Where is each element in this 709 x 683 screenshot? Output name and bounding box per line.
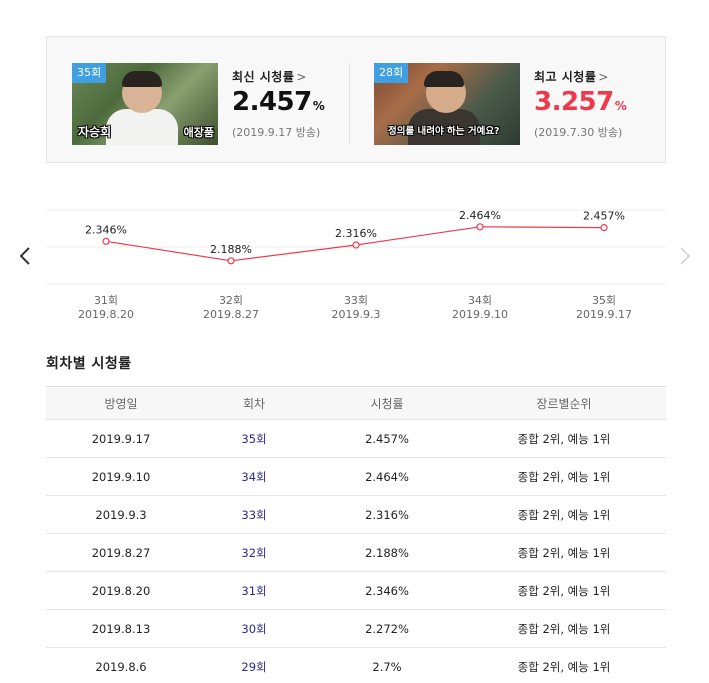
air-date-cell: 2019.9.17: [46, 419, 196, 458]
thumbnail-figure: [122, 71, 162, 87]
highest-rating-value: 3.257%: [534, 88, 664, 120]
percent-unit: %: [614, 99, 627, 113]
thumbnail-caption: 애장품: [183, 126, 214, 139]
table-row: 2019.9.17 35회 2.457% 종합 2위, 예능 1위: [46, 419, 666, 458]
rank-cell: 종합 2위, 예능 1위: [462, 457, 666, 496]
episode-badge: 35회: [72, 63, 107, 83]
rating-cell: 2.7%: [312, 647, 462, 683]
thumbnail-caption: 정의를 내려야 하는 거예요?: [388, 126, 500, 137]
latest-rating-label[interactable]: 최신 시청률 >: [232, 68, 362, 85]
highest-rating-label[interactable]: 최고 시청률 >: [534, 68, 664, 85]
latest-rating-number: 2.457: [232, 87, 312, 117]
chevron-right-icon: >: [296, 70, 307, 84]
ratings-line-chart: 2.346%2.188%2.316%2.464% 2.457%31회2019.8.…: [46, 209, 666, 321]
data-point: [352, 241, 360, 249]
table-row: 2019.9.10 34회 2.464% 종합 2위, 예능 1위: [46, 457, 666, 496]
x-tick-date: 2019.9.17: [576, 308, 632, 321]
data-point: [600, 223, 608, 232]
x-tick-label: 33회: [344, 294, 368, 307]
episode-link[interactable]: 30회: [196, 609, 312, 648]
section-title: 회차별 시청률: [46, 356, 132, 372]
air-date-cell: 2019.9.3: [46, 495, 196, 534]
thumbnail-figure: [408, 109, 480, 145]
table-header-row: 방영일 회차 시청률 장르별순위: [46, 386, 666, 420]
data-label: 2.464%: [459, 209, 501, 222]
episode-link[interactable]: 32회: [196, 533, 312, 572]
table-row: 2019.8.20 31회 2.346% 종합 2위, 예능 1위: [46, 571, 666, 610]
header-air-date: 방영일: [46, 386, 196, 420]
rating-cell: 2.188%: [312, 533, 462, 572]
card-divider: [349, 63, 350, 143]
rating-cell: 2.464%: [312, 457, 462, 496]
data-point: [227, 257, 235, 265]
episode-link[interactable]: 34회: [196, 457, 312, 496]
x-tick-date: 2019.9.3: [332, 308, 381, 321]
table-row: 2019.9.3 33회 2.316% 종합 2위, 예능 1위: [46, 495, 666, 534]
x-tick-label: 31회: [94, 294, 118, 307]
episode-badge: 28회: [374, 63, 409, 83]
header-episode: 회차: [196, 386, 312, 420]
table-row: 2019.8.6 29회 2.7% 종합 2위, 예능 1위: [46, 647, 666, 683]
header-rating: 시청률: [312, 386, 462, 420]
x-tick-date: 2019.8.20: [78, 308, 134, 321]
latest-rating-card[interactable]: 35회 자승회 애장품 최신 시청률 > 2.457% (2019.9.17 방송…: [72, 63, 362, 145]
data-label: 2.188%: [210, 243, 252, 256]
x-tick-date: 2019.8.27: [203, 308, 259, 321]
air-date-cell: 2019.8.20: [46, 571, 196, 610]
x-tick-label: 35회: [592, 294, 616, 307]
rank-cell: 종합 2위, 예능 1위: [462, 647, 666, 683]
rank-cell: 종합 2위, 예능 1위: [462, 609, 666, 648]
chevron-right-icon: >: [598, 70, 609, 84]
air-date-cell: 2019.8.13: [46, 609, 196, 648]
highest-rating-number: 3.257: [534, 87, 614, 117]
table-row: 2019.8.27 32회 2.188% 종합 2위, 예능 1위: [46, 533, 666, 572]
ratings-summary: 35회 자승회 애장품 최신 시청률 > 2.457% (2019.9.17 방송…: [46, 36, 666, 163]
x-tick-label: 32회: [219, 294, 243, 307]
highest-rating-info: 최고 시청률 > 3.257% (2019.7.30 방송): [534, 68, 664, 140]
rank-cell: 종합 2위, 예능 1위: [462, 533, 666, 572]
thumbnail-figure: [424, 71, 464, 87]
ratings-table: 방영일 회차 시청률 장르별순위 2019.9.17 35회 2.457% 종합…: [46, 386, 666, 683]
rating-cell: 2.346%: [312, 571, 462, 610]
data-label: 2.457%: [583, 210, 625, 223]
latest-rating-info: 최신 시청률 > 2.457% (2019.9.17 방송): [232, 68, 362, 140]
highest-episode-thumbnail[interactable]: 28회 정의를 내려야 하는 거예요?: [374, 63, 520, 145]
latest-rating-label-text: 최신 시청률: [232, 70, 295, 84]
rank-cell: 종합 2위, 예능 1위: [462, 419, 666, 458]
data-point: [476, 223, 484, 231]
header-genre-rank: 장르별순위: [462, 386, 666, 420]
percent-unit: %: [312, 99, 325, 113]
air-date-cell: 2019.8.27: [46, 533, 196, 572]
thumbnail-figure: [106, 109, 178, 145]
episode-link[interactable]: 31회: [196, 571, 312, 610]
episode-link[interactable]: 35회: [196, 419, 312, 458]
latest-rating-value: 2.457%: [232, 88, 362, 120]
rating-cell: 2.272%: [312, 609, 462, 648]
rank-cell: 종합 2위, 예능 1위: [462, 495, 666, 534]
table-row: 2019.8.13 30회 2.272% 종합 2위, 예능 1위: [46, 609, 666, 648]
highest-rating-card[interactable]: 28회 정의를 내려야 하는 거예요? 최고 시청률 > 3.257% (2019…: [374, 63, 664, 145]
x-tick-date: 2019.9.10: [452, 308, 508, 321]
episode-link[interactable]: 29회: [196, 647, 312, 683]
rating-cell: 2.457%: [312, 419, 462, 458]
highest-rating-label-text: 최고 시청률: [534, 70, 597, 84]
latest-rating-date: (2019.9.17 방송): [232, 126, 321, 139]
data-point: [102, 237, 110, 245]
latest-episode-thumbnail[interactable]: 35회 자승회 애장품: [72, 63, 218, 145]
data-label: 2.346%: [85, 223, 127, 236]
episode-link[interactable]: 33회: [196, 495, 312, 534]
chevron-right-icon[interactable]: [678, 246, 692, 266]
data-label: 2.316%: [335, 227, 377, 240]
air-date-cell: 2019.9.10: [46, 457, 196, 496]
x-tick-label: 34회: [468, 294, 492, 307]
highest-rating-date: (2019.7.30 방송): [534, 126, 623, 139]
thumbnail-caption: 자승회: [78, 125, 112, 139]
chevron-left-icon[interactable]: [18, 246, 32, 266]
rating-cell: 2.316%: [312, 495, 462, 534]
air-date-cell: 2019.8.6: [46, 647, 196, 683]
rank-cell: 종합 2위, 예능 1위: [462, 571, 666, 610]
